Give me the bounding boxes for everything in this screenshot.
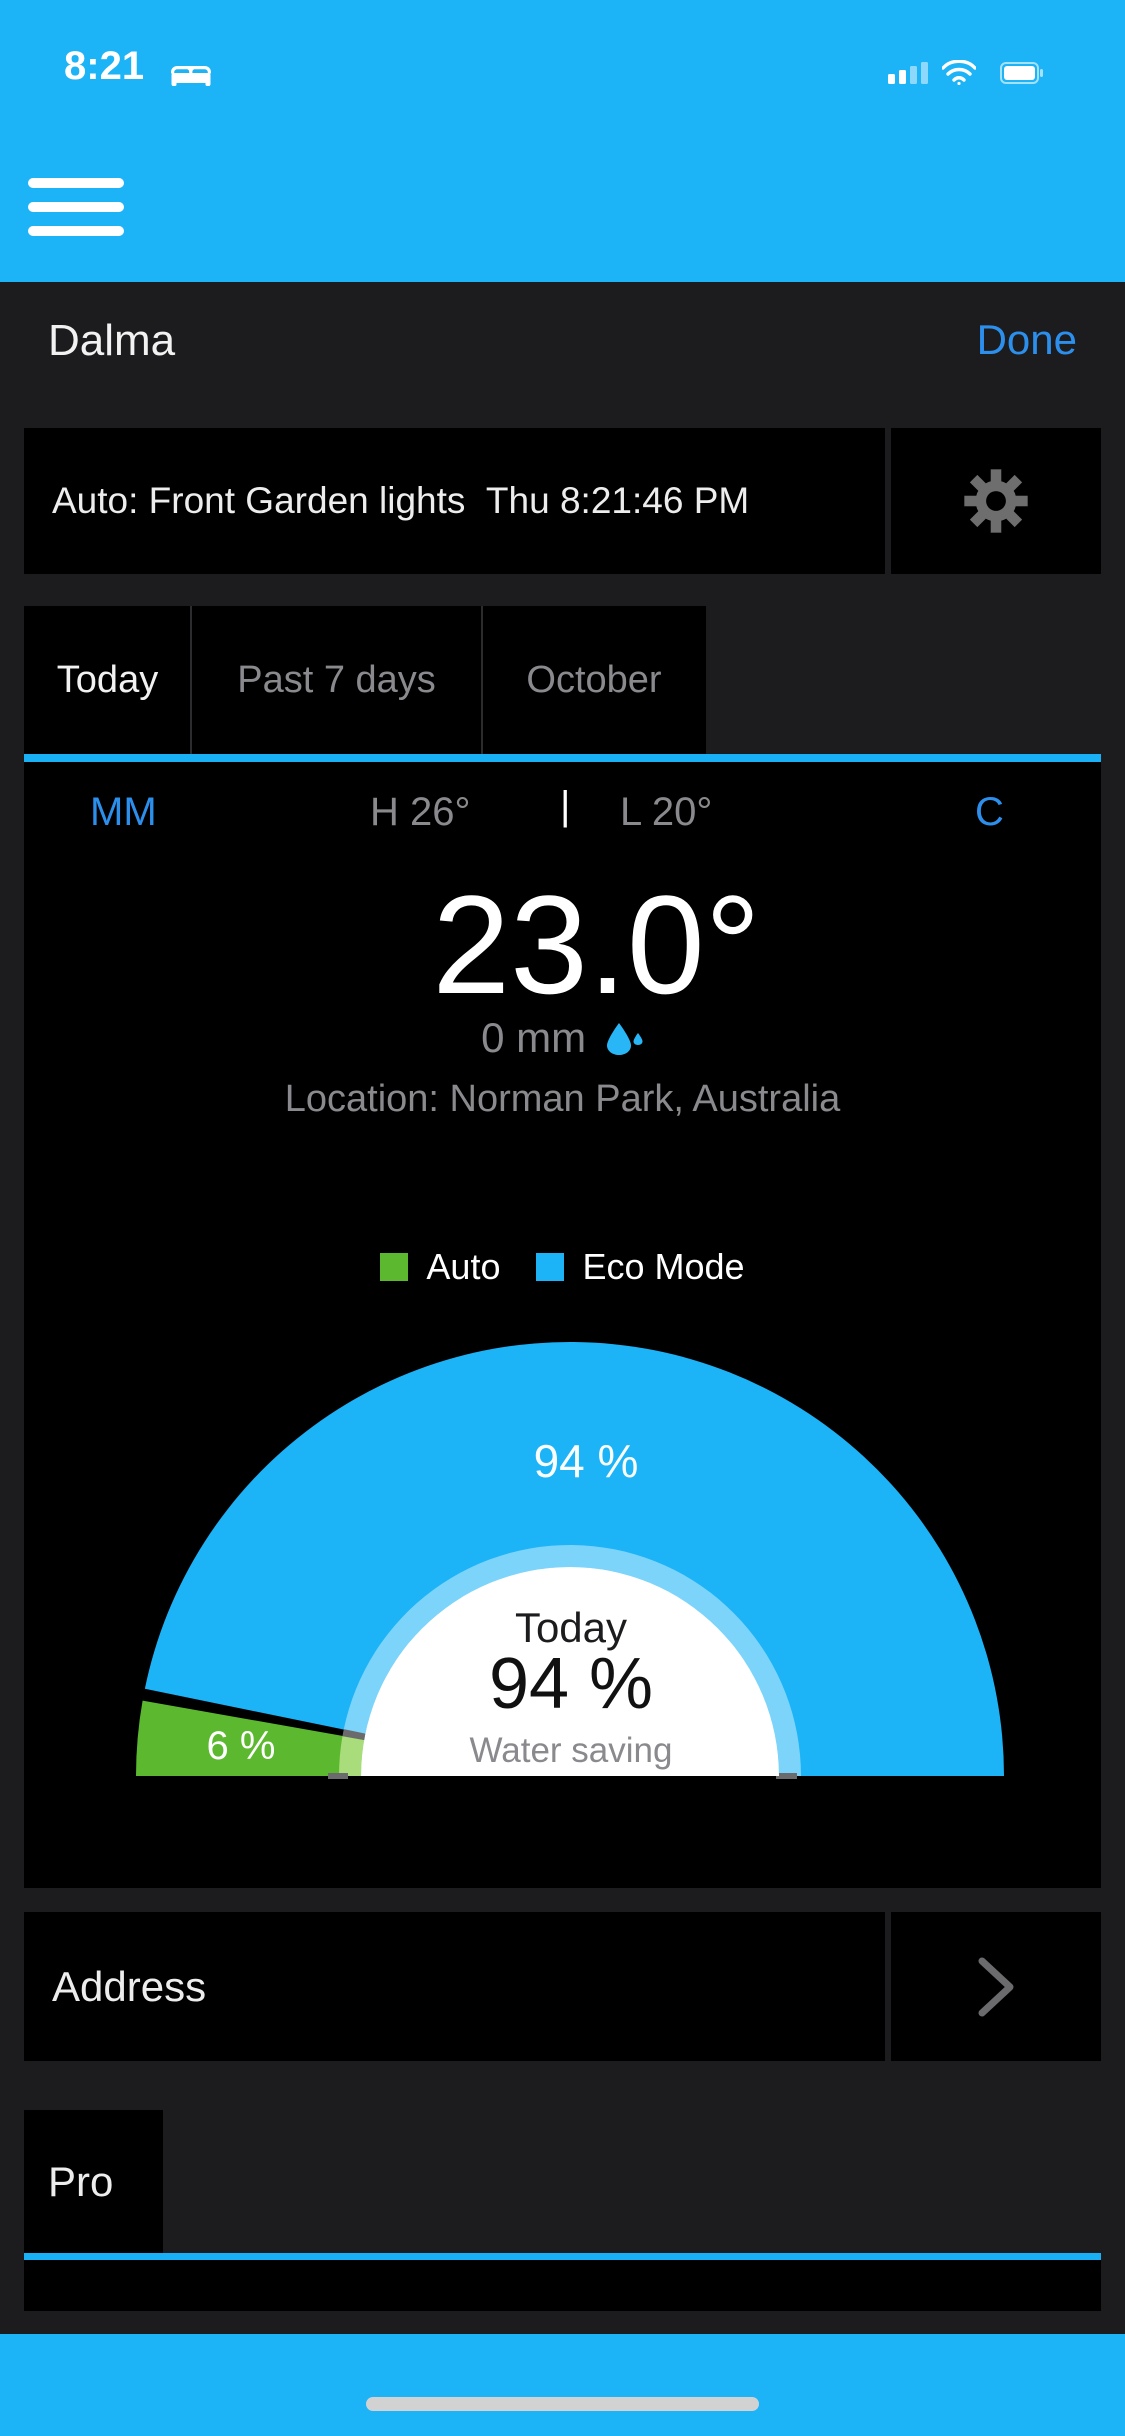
svg-text:Water saving: Water saving [470,1731,673,1770]
svg-text:6 %: 6 % [207,1724,276,1768]
svg-text:94 %: 94 % [489,1644,653,1724]
svg-text:94 %: 94 % [534,1435,639,1487]
